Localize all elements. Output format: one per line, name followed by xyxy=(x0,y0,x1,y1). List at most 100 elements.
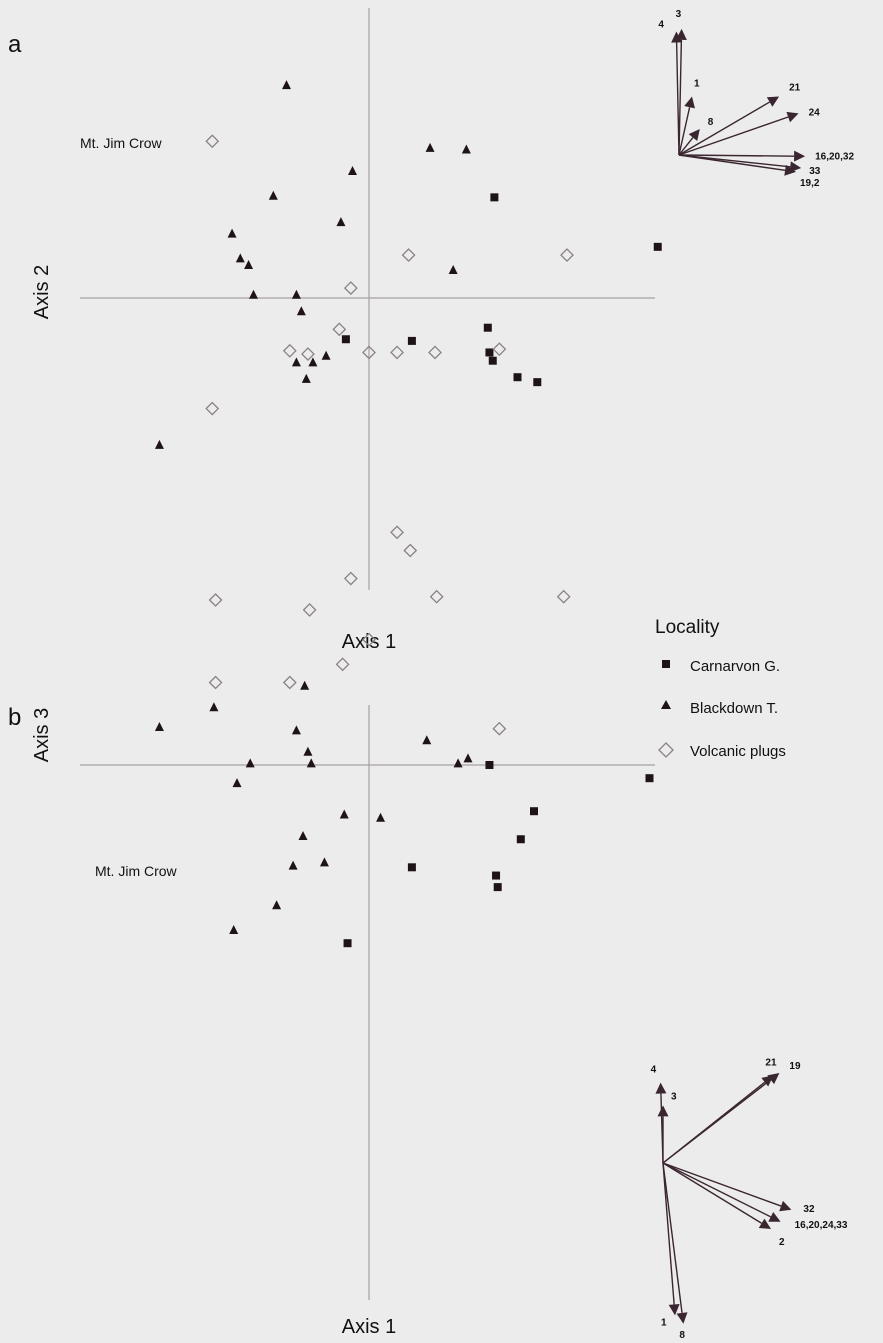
diamond-point xyxy=(208,593,223,607)
triangle-point xyxy=(453,758,463,768)
triangle-point xyxy=(425,142,435,152)
vector-label: 8 xyxy=(679,1330,685,1341)
diamond-point xyxy=(362,345,376,360)
triangle-point xyxy=(282,80,291,90)
vector-label: 19 xyxy=(789,1061,801,1072)
legend-label-carnarvon: Carnarvon G. xyxy=(690,658,780,675)
vector-arrow-head xyxy=(676,1312,688,1324)
triangle-point xyxy=(268,190,278,200)
diamond-point xyxy=(208,675,223,690)
vector-label: 2 xyxy=(779,1237,785,1248)
square-point xyxy=(516,835,525,844)
vector-arrow-line xyxy=(662,1162,762,1224)
panel-a-xlabel: Axis 1 xyxy=(342,631,396,653)
legend-diamond-marker xyxy=(658,742,674,758)
diamond-point xyxy=(301,347,315,362)
vector-label: 33 xyxy=(809,166,821,177)
triangle-point xyxy=(306,758,316,768)
triangle-point xyxy=(300,680,310,690)
diamond-point xyxy=(332,322,347,337)
vector-label: 32 xyxy=(803,1204,815,1215)
diamond-point xyxy=(390,345,404,360)
diamond-point xyxy=(401,248,416,263)
triangle-point xyxy=(376,812,386,822)
vector-arrow-head xyxy=(675,28,687,41)
vector-arrow-line xyxy=(678,154,795,157)
square-point xyxy=(341,335,350,344)
vector-arrow-head xyxy=(668,1304,680,1316)
panel-b-ylabel: Axis 3 xyxy=(31,708,53,762)
triangle-point xyxy=(461,144,471,154)
vector-arrow-line xyxy=(678,154,786,172)
vector-arrow-head xyxy=(794,150,806,162)
triangle-point xyxy=(245,758,255,768)
legend: Locality Carnarvon G. Blackdown T. Volca… xyxy=(655,617,786,760)
triangle-point xyxy=(229,925,239,934)
legend-item-carnarvon: Carnarvon G. xyxy=(662,658,780,675)
diamond-point xyxy=(428,345,442,360)
legend-label-blackdown: Blackdown T. xyxy=(690,700,778,717)
vector-label: 21 xyxy=(765,1057,777,1068)
diamond-point xyxy=(390,525,404,540)
vector-label: 1 xyxy=(694,79,700,90)
vector-label: 19,2 xyxy=(800,178,820,189)
vector-arrow-line xyxy=(662,1162,683,1313)
vector-label: 3 xyxy=(676,9,682,20)
panel-a-points xyxy=(154,80,662,449)
square-point xyxy=(343,939,352,948)
triangle-point xyxy=(303,746,313,756)
diamond-point xyxy=(560,248,574,263)
vector-arrow-head xyxy=(766,96,780,107)
diamond-point xyxy=(343,571,358,586)
vector-arrow-head xyxy=(684,96,695,109)
triangle-point xyxy=(291,357,301,367)
triangle-point xyxy=(296,306,306,316)
triangle-point xyxy=(244,260,254,269)
legend-item-blackdown: Blackdown T. xyxy=(661,700,778,717)
vector-label: 1 xyxy=(661,1317,667,1328)
diamond-point xyxy=(343,281,358,296)
vector-label: 16,20,24,33 xyxy=(795,1220,848,1231)
vector-arrow-line xyxy=(675,42,680,156)
vector-arrow-line xyxy=(678,39,683,156)
triangle-point xyxy=(154,439,164,449)
vector-arrow-line xyxy=(662,1162,772,1218)
vector-arrow-head xyxy=(767,1073,780,1085)
vector-label: 3 xyxy=(671,1091,677,1102)
diamond-point xyxy=(362,632,376,647)
vector-arrow-head xyxy=(758,1218,771,1229)
square-point xyxy=(407,863,416,872)
vector-label: 24 xyxy=(809,107,821,118)
triangle-point xyxy=(235,253,245,263)
triangle-point xyxy=(272,900,282,910)
square-point xyxy=(485,348,494,357)
triangle-point xyxy=(336,217,346,227)
vector-arrow-line xyxy=(662,1162,782,1207)
diamond-point xyxy=(556,589,571,604)
diamond-point xyxy=(205,134,220,149)
square-point xyxy=(490,193,499,202)
triangle-point xyxy=(288,860,298,870)
square-point xyxy=(513,373,522,382)
square-point xyxy=(533,378,542,387)
square-point xyxy=(488,356,497,365)
triangle-point xyxy=(298,830,308,840)
diamond-point xyxy=(205,401,220,416)
panel-b-axes xyxy=(80,705,655,1300)
triangle-point xyxy=(448,264,458,274)
panel-a-axes xyxy=(80,8,655,590)
vector-arrow-line xyxy=(662,1162,675,1305)
diamond-point xyxy=(492,721,507,736)
square-point xyxy=(653,242,662,251)
vector-label: 4 xyxy=(658,20,664,31)
diamond-point xyxy=(492,342,507,357)
triangle-point xyxy=(422,735,432,745)
panel-b-annotation: Mt. Jim Crow xyxy=(95,863,178,879)
triangle-point xyxy=(319,857,329,867)
vector-label: 16,20,32 xyxy=(815,151,854,162)
diamond-point xyxy=(282,675,297,690)
vector-arrow-line xyxy=(678,137,694,156)
triangle-point xyxy=(348,165,357,175)
diamond-point xyxy=(282,343,297,358)
